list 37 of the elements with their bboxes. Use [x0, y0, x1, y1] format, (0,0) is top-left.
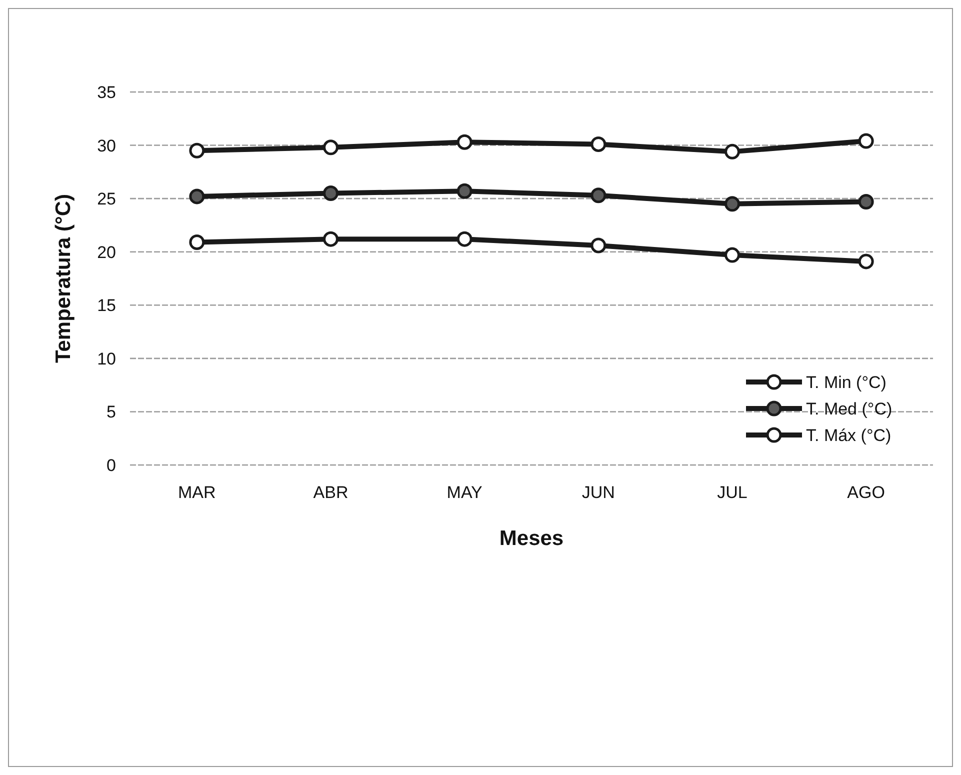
point — [590, 136, 606, 152]
point — [858, 133, 874, 149]
point — [189, 142, 205, 158]
point — [724, 247, 740, 263]
x-tick-label: AGO — [847, 483, 885, 502]
y-tick-label: 20 — [97, 242, 116, 262]
point — [456, 134, 472, 150]
legend-label: T. Máx (°C) — [806, 426, 892, 445]
x-tick-label: MAR — [178, 483, 216, 502]
y-tick-label: 35 — [97, 83, 116, 102]
point — [858, 194, 874, 210]
point — [323, 231, 338, 247]
point — [456, 183, 472, 199]
x-tick-label: JUN — [582, 483, 615, 502]
y-tick-label: 25 — [97, 190, 116, 209]
x-axis-title: Meses — [499, 527, 564, 550]
legend-label: T. Med (°C) — [806, 400, 892, 418]
point — [858, 254, 874, 270]
point — [189, 188, 205, 204]
y-tick-label: 5 — [106, 402, 116, 422]
point — [724, 196, 740, 212]
point — [590, 188, 606, 204]
point — [456, 231, 472, 247]
x-tick-label: JUL — [717, 483, 748, 502]
point — [323, 140, 338, 156]
y-tick-label: 10 — [97, 349, 116, 368]
point — [189, 234, 205, 250]
legend-label: T. Min (°C) — [806, 373, 886, 392]
y-tick-label: 15 — [97, 296, 116, 316]
point — [323, 185, 338, 201]
x-tick-label: MAY — [446, 483, 482, 502]
y-axis-title: Temperatura (°C) — [52, 194, 75, 364]
point — [590, 238, 606, 254]
point — [724, 144, 740, 160]
x-tick-label: ABR — [313, 483, 348, 502]
y-tick-label: 0 — [106, 456, 116, 475]
y-tick-label: 30 — [97, 136, 116, 156]
